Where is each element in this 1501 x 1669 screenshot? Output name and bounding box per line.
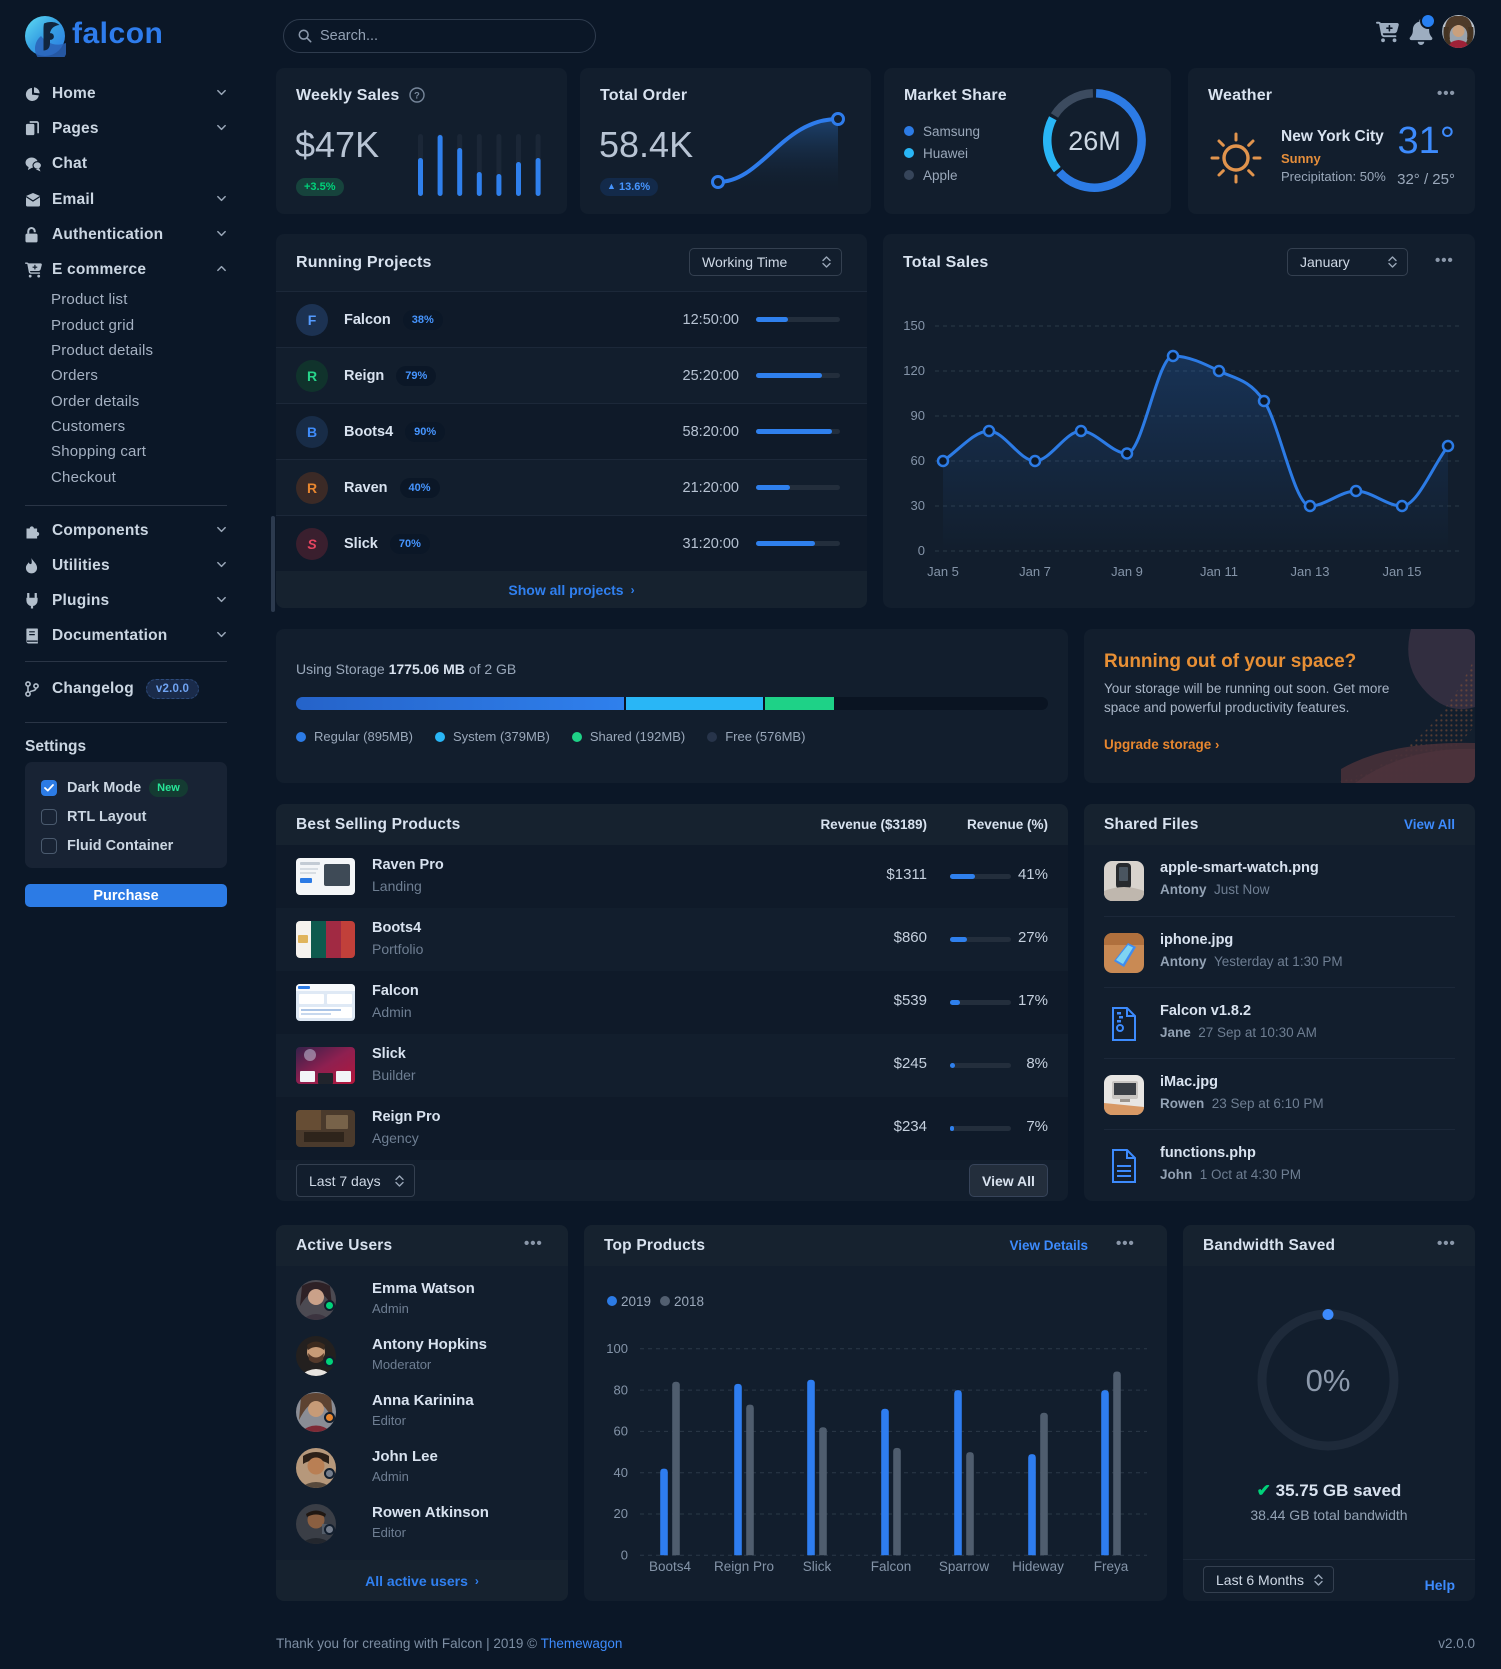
svg-text:120: 120 — [903, 363, 925, 378]
svg-text:20: 20 — [614, 1506, 628, 1521]
svg-text:60: 60 — [614, 1424, 628, 1439]
svg-text:Slick: Slick — [803, 1559, 832, 1574]
svg-text:Jan 13: Jan 13 — [1290, 564, 1329, 579]
svg-text:0: 0 — [918, 543, 925, 558]
svg-text:0%: 0% — [1306, 1363, 1351, 1398]
svg-text:Falcon: Falcon — [871, 1559, 912, 1574]
svg-text:?: ? — [414, 90, 420, 101]
svg-text:Freya: Freya — [1094, 1559, 1129, 1574]
svg-text:2019: 2019 — [621, 1294, 651, 1309]
svg-text:90: 90 — [911, 408, 925, 423]
svg-text:Jan 9: Jan 9 — [1111, 564, 1143, 579]
svg-text:Jan 15: Jan 15 — [1382, 564, 1421, 579]
svg-text:Reign Pro: Reign Pro — [714, 1559, 774, 1574]
svg-text:Jan 11: Jan 11 — [1200, 564, 1238, 579]
svg-text:80: 80 — [614, 1382, 628, 1397]
svg-text:40: 40 — [614, 1465, 628, 1480]
svg-text:Sparrow: Sparrow — [939, 1559, 990, 1574]
svg-text:60: 60 — [911, 453, 925, 468]
svg-text:2018: 2018 — [674, 1294, 704, 1309]
svg-text:150: 150 — [903, 318, 925, 333]
svg-text:26M: 26M — [1068, 126, 1121, 156]
svg-text:Hideway: Hideway — [1012, 1559, 1064, 1574]
svg-text:0: 0 — [621, 1548, 628, 1563]
svg-text:100: 100 — [606, 1341, 628, 1356]
svg-text:Boots4: Boots4 — [649, 1559, 692, 1574]
svg-text:30: 30 — [911, 498, 925, 513]
svg-text:Jan 5: Jan 5 — [927, 564, 959, 579]
svg-text:Jan 7: Jan 7 — [1019, 564, 1051, 579]
